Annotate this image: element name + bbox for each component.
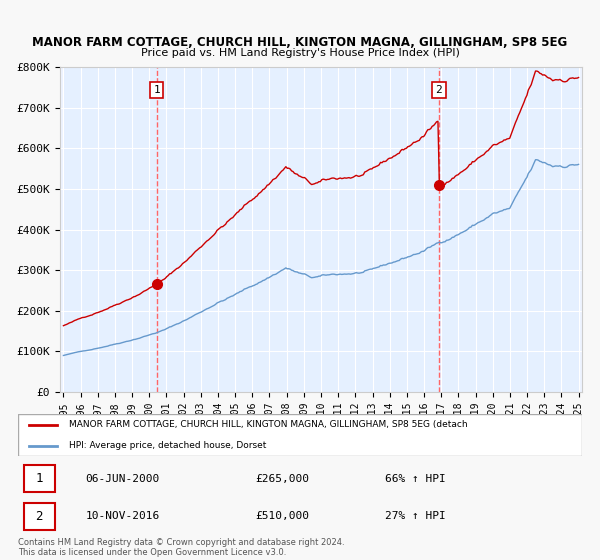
Text: 10-NOV-2016: 10-NOV-2016 xyxy=(86,511,160,521)
Text: MANOR FARM COTTAGE, CHURCH HILL, KINGTON MAGNA, GILLINGHAM, SP8 5EG: MANOR FARM COTTAGE, CHURCH HILL, KINGTON… xyxy=(32,35,568,49)
FancyBboxPatch shape xyxy=(23,465,55,492)
Text: 06-JUN-2000: 06-JUN-2000 xyxy=(86,474,160,484)
Text: MANOR FARM COTTAGE, CHURCH HILL, KINGTON MAGNA, GILLINGHAM, SP8 5EG (detach: MANOR FARM COTTAGE, CHURCH HILL, KINGTON… xyxy=(69,421,467,430)
FancyBboxPatch shape xyxy=(18,414,582,456)
FancyBboxPatch shape xyxy=(23,503,55,530)
Text: HPI: Average price, detached house, Dorset: HPI: Average price, detached house, Dors… xyxy=(69,441,266,450)
Text: 27% ↑ HPI: 27% ↑ HPI xyxy=(385,511,445,521)
Text: 2: 2 xyxy=(436,85,442,95)
Text: 1: 1 xyxy=(153,85,160,95)
Text: Contains HM Land Registry data © Crown copyright and database right 2024.
This d: Contains HM Land Registry data © Crown c… xyxy=(18,538,344,557)
Text: £265,000: £265,000 xyxy=(255,474,309,484)
Text: 66% ↑ HPI: 66% ↑ HPI xyxy=(385,474,445,484)
Text: 2: 2 xyxy=(35,510,43,523)
Text: £510,000: £510,000 xyxy=(255,511,309,521)
Text: 1: 1 xyxy=(35,472,43,485)
Text: Price paid vs. HM Land Registry's House Price Index (HPI): Price paid vs. HM Land Registry's House … xyxy=(140,48,460,58)
